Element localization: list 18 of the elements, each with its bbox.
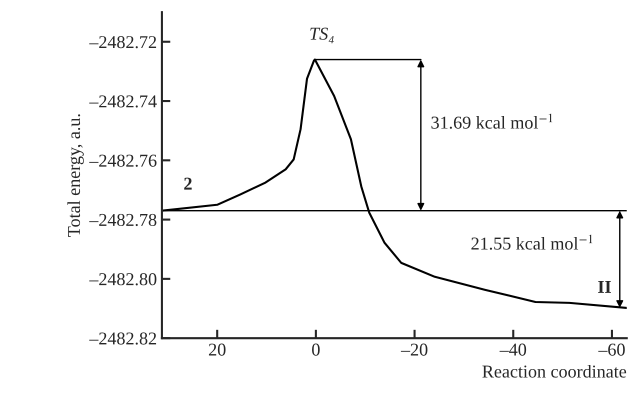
y-tick-label: –2482.72 (89, 36, 156, 48)
x-axis-title: Reaction coordinate (482, 364, 626, 378)
annotation: TS₄ (310, 28, 334, 44)
annotation: 21.55 kcal mol$^{−1}$ (471, 234, 592, 250)
x-tick-label: 0 (312, 344, 320, 356)
y-axis-title: Total energy, a.u. (67, 114, 84, 237)
annotation: 31.69 kcal mol$^{−1}$ (431, 114, 552, 129)
annotation: 2 (184, 178, 192, 190)
y-tick-label: –2482.82 (89, 332, 156, 345)
x-tick-label: 20 (208, 344, 226, 356)
x-tick-label: –60 (598, 344, 625, 356)
y-tick-label: –2482.80 (89, 273, 156, 286)
x-tick-label: –40 (500, 344, 526, 356)
annotation: II (598, 280, 611, 293)
y-tick-label: –2482.76 (89, 154, 157, 167)
y-tick-label: –2482.78 (89, 214, 156, 226)
x-tick-label: –20 (400, 344, 428, 356)
y-tick-label: –2482.74 (89, 95, 157, 108)
